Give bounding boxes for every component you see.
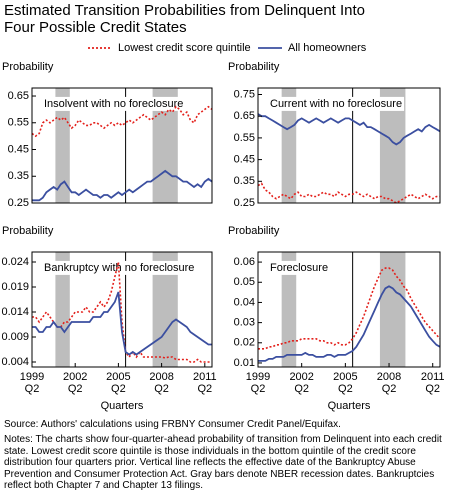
series-line: [32, 169, 213, 202]
y-tick-label: 0.019: [1, 281, 29, 293]
x-tick-label-line: 2011: [193, 371, 217, 383]
x-tick-label-line: 2005: [106, 371, 130, 383]
panel: Insolvent with no foreclosure 0.25 0.35 0.4…: [2, 61, 213, 209]
x-tick-label-line: Q2: [197, 383, 212, 395]
x-tick-label-line: 2002: [63, 371, 87, 383]
plot-frame: [31, 87, 213, 204]
x-tick-label: 2002 Q2: [289, 371, 313, 395]
recession-band: [55, 88, 70, 203]
page-title: Estimated Transition Probabilities from …: [4, 2, 366, 36]
y-tick-label: 0.05: [234, 276, 255, 288]
y-tick-label: 0.004: [1, 356, 29, 368]
source-note: Source: Authors' calculations using FRBN…: [4, 419, 341, 430]
y-tick-label: 0.024: [1, 256, 29, 268]
y-tick-label: 0.01: [234, 357, 255, 369]
series-line: [257, 113, 441, 146]
recession-band: [281, 88, 297, 203]
y-axis-title: Probability: [2, 225, 54, 237]
series-line: [32, 291, 212, 356]
y-tick-label: 0.009: [1, 331, 29, 343]
x-tick-label-line: 2002: [289, 371, 313, 383]
legend-label: Lowest credit score quintile: [118, 42, 251, 54]
x-tick-label: 2005 Q2: [333, 371, 357, 395]
recession-band: [379, 252, 406, 367]
series-line: [31, 105, 213, 138]
x-tick-label-line: Q2: [25, 383, 40, 395]
chart: Lowest credit score quintile All homeowne…: [1, 42, 445, 412]
x-tick-label: 1999 Q2: [246, 371, 270, 395]
panel: Bankruptcy with no foreclosure0.0040.009…: [1, 225, 216, 412]
x-tick-label-line: 2008: [149, 371, 173, 383]
y-tick-label: 0.06: [234, 256, 255, 268]
y-tick-label: 0.25: [8, 197, 29, 209]
legend-label: All homeowners: [288, 42, 367, 54]
y-tick-label: 0.02: [234, 337, 255, 349]
y-tick-label: 0.25: [234, 197, 255, 209]
x-tick-label-line: Q2: [338, 383, 353, 395]
panel-label-bg: [268, 260, 331, 275]
panel-label-bg: [268, 96, 405, 111]
x-tick-label-line: Q2: [251, 383, 266, 395]
y-tick-label: 0.45: [234, 154, 255, 166]
y-axis-title: Probability: [228, 225, 280, 237]
y-tick-label: 0.35: [234, 175, 255, 187]
x-tick-label-line: Q2: [154, 383, 169, 395]
x-tick-label-line: 2005: [333, 371, 357, 383]
x-tick-label-line: 1999: [246, 371, 270, 383]
x-tick-label-line: Q2: [425, 383, 440, 395]
y-tick-label: 0.55: [234, 132, 255, 144]
x-axis-title: Quarters: [101, 400, 144, 412]
recession-band: [55, 252, 70, 367]
panel: Current with no foreclosure 0.25 0.35 0.45 0…: [228, 61, 441, 209]
y-axis-title: Probability: [228, 61, 280, 73]
x-tick-label-line: Q2: [294, 383, 309, 395]
x-tick-label: 2002 Q2: [63, 371, 87, 395]
y-axis-title: Probability: [2, 61, 54, 73]
panel-label: Current with no foreclosure: [270, 98, 402, 110]
x-tick-label: 2011 Q2: [421, 371, 445, 395]
notes: Notes: The charts show four-quarter-ahea…: [4, 434, 442, 491]
y-tick-label: 0.65: [8, 90, 29, 102]
x-tick-label-line: Q2: [68, 383, 83, 395]
series-line: [258, 285, 441, 362]
panel-label-bg: [42, 96, 186, 111]
y-tick-label: 0.45: [8, 143, 29, 155]
x-tick-label-line: 1999: [20, 371, 44, 383]
y-tick-label: 0.35: [8, 170, 29, 182]
x-tick-label: 2011 Q2: [193, 371, 217, 395]
y-tick-label: 0.04: [234, 296, 255, 308]
panel-label: Foreclosure: [270, 262, 328, 274]
x-tick-label-line: 2011: [421, 371, 445, 383]
recession-band: [281, 252, 297, 367]
plot-frame: [31, 251, 213, 368]
x-tick-label: 2008 Q2: [149, 371, 173, 395]
x-tick-label-line: 2008: [377, 371, 401, 383]
plot-frame: [257, 87, 441, 204]
series-line: [257, 182, 440, 204]
x-tick-label: 1999 Q2: [20, 371, 44, 395]
x-tick-label: 2008 Q2: [377, 371, 401, 395]
y-tick-label: 0.65: [234, 110, 255, 122]
y-tick-label: 0.55: [8, 117, 29, 129]
series-line: [258, 267, 441, 350]
x-tick-label: 2005 Q2: [106, 371, 130, 395]
y-tick-label: 0.014: [1, 306, 29, 318]
x-axis-title: Quarters: [328, 400, 371, 412]
x-tick-label-line: Q2: [111, 383, 126, 395]
series-line: [32, 261, 212, 363]
y-tick-label: 0.03: [234, 317, 255, 329]
plot-frame: [257, 251, 441, 368]
panel-label: Insolvent with no foreclosure: [44, 98, 183, 110]
x-tick-label-line: Q2: [382, 383, 397, 395]
y-tick-label: 0.75: [234, 88, 255, 100]
